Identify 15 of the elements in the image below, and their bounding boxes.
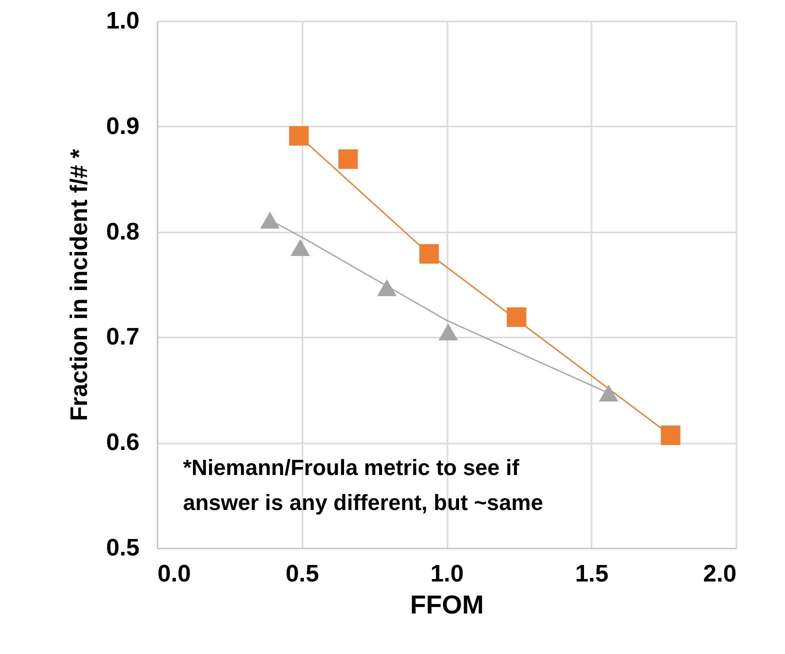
y-tick-label: 0.8 <box>106 218 140 246</box>
y-tick-label: 0.7 <box>106 324 140 351</box>
y-tick-label: 0.5 <box>106 534 140 562</box>
x-tick-label: 1.5 <box>575 560 608 588</box>
annotation: answer is any different, but ~same <box>183 490 544 515</box>
x-tick-label: 1.0 <box>430 560 464 588</box>
x-tick-label: 0.5 <box>286 560 319 588</box>
x-tick-label: 2.0 <box>703 560 736 588</box>
y-tick-label: 1.0 <box>106 8 140 34</box>
x-axis-title: FFOM <box>410 590 484 620</box>
y-axis-title: Fraction in incident f/# * <box>66 148 94 422</box>
y-tick-label: 0.6 <box>106 429 140 456</box>
x-tick-label: 0.0 <box>158 560 191 588</box>
annotation: *Niemann/Froula metric to see if <box>183 455 520 480</box>
y-tick-label: 0.9 <box>106 112 140 140</box>
